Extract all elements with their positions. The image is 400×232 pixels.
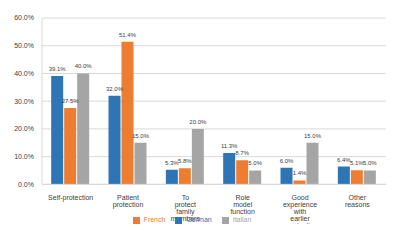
svg-text:Self-protection: Self-protection — [48, 194, 93, 202]
svg-text:0.0%: 0.0% — [18, 181, 34, 188]
svg-text:6.0%: 6.0% — [280, 158, 294, 164]
svg-text:50.0%: 50.0% — [14, 42, 34, 49]
svg-text:Rolemodelfunction: Rolemodelfunction — [230, 194, 255, 215]
svg-text:40.0%: 40.0% — [14, 70, 34, 77]
svg-text:Toprotectfamilymembers: Toprotectfamilymembers — [171, 194, 201, 222]
svg-text:8.7%: 8.7% — [235, 150, 249, 156]
svg-text:10.0%: 10.0% — [14, 153, 34, 160]
svg-text:Patientprotection: Patientprotection — [113, 194, 144, 209]
svg-text:11.3%: 11.3% — [221, 143, 238, 149]
svg-text:40.0%: 40.0% — [75, 63, 93, 69]
svg-text:51.4%: 51.4% — [119, 32, 137, 38]
svg-text:15.0%: 15.0% — [304, 133, 322, 139]
svg-text:30.0%: 30.0% — [14, 98, 34, 105]
svg-text:15.0%: 15.0% — [132, 133, 150, 139]
svg-text:60.0%: 60.0% — [14, 14, 34, 21]
svg-text:5.0%: 5.0% — [363, 160, 377, 166]
svg-text:5.8%: 5.8% — [178, 158, 192, 164]
svg-text:Goodexperiencewithearliervacci: Goodexperiencewithearliervaccination — [282, 194, 317, 224]
svg-text:32.0%: 32.0% — [106, 86, 124, 92]
svg-text:20.0%: 20.0% — [189, 119, 207, 125]
svg-text:39.1%: 39.1% — [49, 66, 67, 72]
svg-text:Otherreasons: Otherreasons — [345, 194, 370, 208]
svg-text:27.5%: 27.5% — [62, 98, 80, 104]
svg-text:5.0%: 5.0% — [248, 160, 262, 166]
svg-text:1.4%: 1.4% — [293, 170, 307, 176]
svg-text:20.0%: 20.0% — [14, 125, 34, 132]
